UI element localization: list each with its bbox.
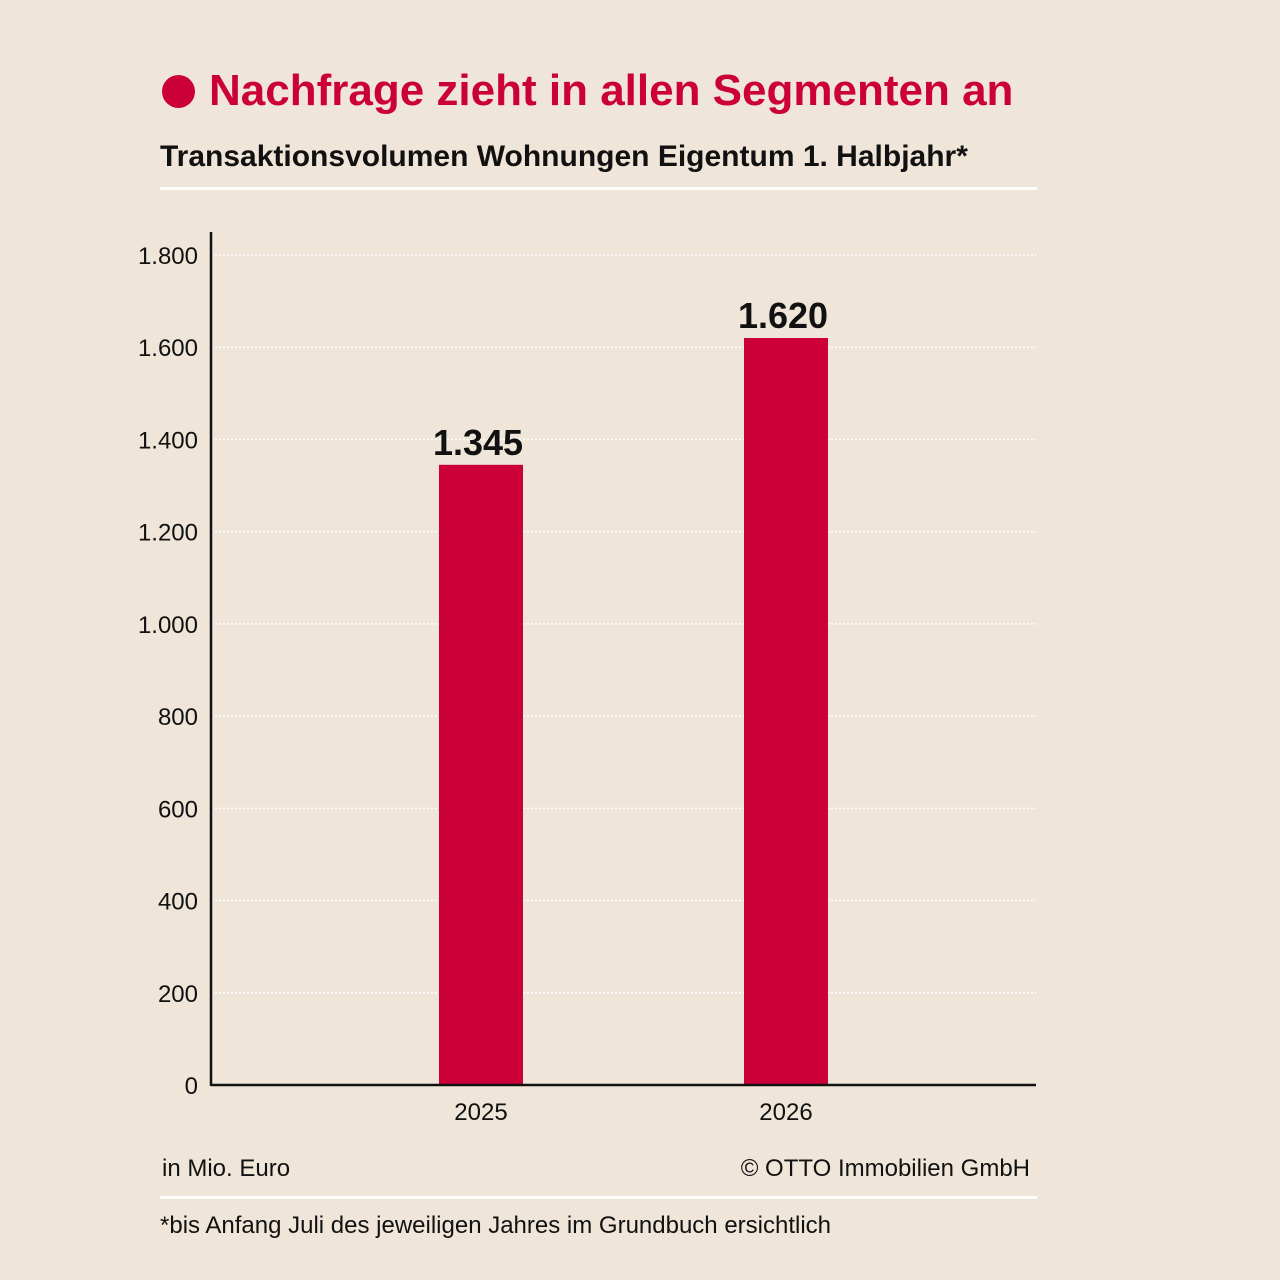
footnote: *bis Anfang Juli des jeweiligen Jahres i… <box>160 1212 832 1239</box>
bar-value-label: 1.345 <box>433 422 523 463</box>
bullet-dot-icon <box>162 74 195 108</box>
x-tick-label: 2025 <box>454 1099 507 1126</box>
chart-title: Nachfrage zieht in allen Segmenten an <box>209 66 1014 115</box>
y-tick-label: 1.600 <box>138 335 198 362</box>
y-tick-label: 400 <box>158 889 198 916</box>
y-tick-label: 200 <box>158 981 198 1008</box>
header-divider <box>160 187 1037 190</box>
copyright-credit: © OTTO Immobilien GmbH <box>740 1155 1030 1182</box>
y-tick-label: 1.000 <box>138 612 198 639</box>
bar <box>439 464 523 1085</box>
y-tick-label: 600 <box>158 796 198 823</box>
chart-subtitle: Transaktionsvolumen Wohnungen Eigentum 1… <box>160 140 968 173</box>
y-tick-label: 1.800 <box>138 243 198 270</box>
chart-title-block: Nachfrage zieht in allen Segmenten an <box>162 66 1013 116</box>
y-tick-label: 1.400 <box>138 427 198 454</box>
y-tick-label: 800 <box>158 704 198 731</box>
x-tick-label: 2026 <box>759 1099 812 1126</box>
bar-value-label: 1.620 <box>738 295 828 336</box>
y-tick-label: 0 <box>185 1073 198 1100</box>
y-tick-label: 1.200 <box>138 520 198 547</box>
bar-chart: 0 200 400 600 800 1.000 1.200 1.400 1.600 1.800 1.… <box>138 232 1036 1126</box>
bar <box>744 338 828 1085</box>
footer-divider <box>160 1196 1037 1199</box>
unit-label: in Mio. Euro <box>162 1155 291 1182</box>
